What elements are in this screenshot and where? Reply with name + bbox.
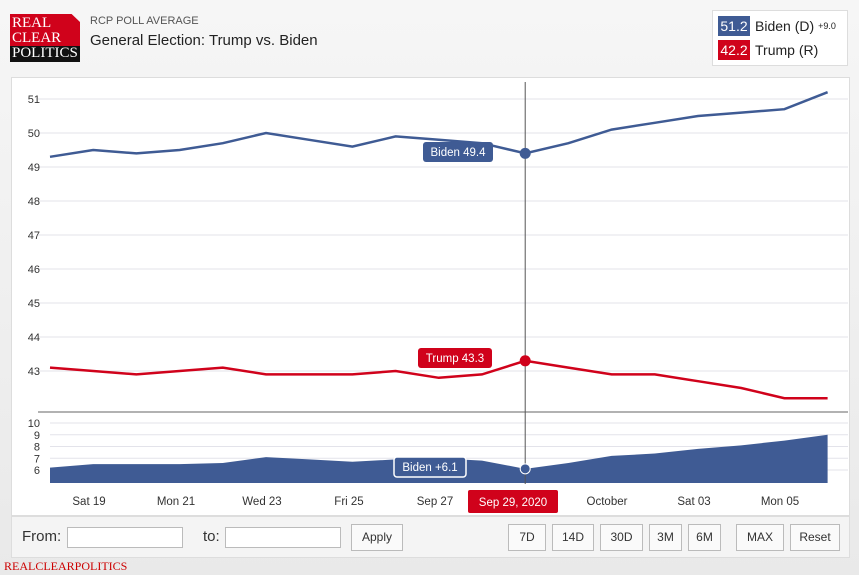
spread-tick-label: 6 (34, 465, 40, 477)
chart-title: General Election: Trump vs. Biden (90, 32, 318, 49)
hover-date: Sep 29, 2020 (479, 497, 547, 509)
range-button-14d[interactable]: 14D (552, 524, 594, 551)
y-tick-label: 45 (28, 298, 40, 310)
to-input[interactable] (225, 527, 341, 548)
trump-line (49, 359, 828, 400)
y-tick-label: 51 (28, 94, 40, 106)
spread-tick-label: 7 (34, 453, 40, 465)
x-tick-label: October (587, 496, 628, 508)
from-label: From: (22, 528, 62, 545)
x-tick-label: Sat 03 (677, 496, 710, 508)
y-tick-label: 47 (28, 230, 40, 242)
y-tick-label: 48 (28, 196, 40, 208)
spread-tick-label: 10 (28, 418, 40, 430)
spread-tooltip: Biden +6.1 (402, 462, 457, 474)
range-button-6m[interactable]: 6M (688, 524, 721, 551)
spread-tick-label: 9 (34, 430, 40, 442)
range-button-max[interactable]: MAX (736, 524, 784, 551)
range-button-reset[interactable]: Reset (790, 524, 840, 551)
rcp-logo: REAL CLEAR POLITICS (10, 14, 80, 62)
to-label: to: (203, 528, 220, 545)
range-button-7d[interactable]: 7D (508, 524, 546, 551)
controls-bar: From: to: Apply 7D 14D 30D 3M 6M MAX Reset (11, 516, 850, 558)
y-tick-label: 44 (28, 332, 40, 344)
x-tick-label: Mon 05 (761, 496, 799, 508)
y-tick-label: 43 (28, 366, 40, 378)
biden-label: Biden (D) (755, 18, 815, 34)
biden-tooltip: Biden 49.4 (431, 147, 487, 159)
legend-biden: 51.2 Biden (D) +9.0 (718, 16, 836, 36)
footer-logo: REALCLEARPOLITICS (4, 559, 128, 573)
trump-tooltip-box (418, 348, 492, 368)
biden-tooltip-box (423, 142, 493, 162)
x-tick-label: Sat 19 (72, 496, 105, 508)
legend-trump: 42.2 Trump (R) (718, 40, 818, 60)
trump-hover-point (519, 355, 531, 367)
range-button-3m[interactable]: 3M (649, 524, 682, 551)
biden-value: 51.2 (718, 16, 750, 36)
x-tick-label: Sep 27 (417, 496, 453, 508)
range-button-30d[interactable]: 30D (600, 524, 643, 551)
y-tick-label: 46 (28, 264, 40, 276)
from-input[interactable] (67, 527, 183, 548)
x-tick-label: Wed 23 (242, 496, 281, 508)
trump-tooltip: Trump 43.3 (426, 353, 484, 365)
hover-date-box (468, 490, 558, 513)
apply-button[interactable]: Apply (351, 524, 403, 551)
trump-label: Trump (R) (755, 42, 819, 58)
x-tick-label: Mon 21 (157, 496, 195, 508)
biden-hover-point (519, 147, 531, 159)
spread-hover-point (519, 463, 531, 475)
biden-spread: +9.0 (818, 21, 836, 31)
x-tick-label: Fri 25 (334, 496, 363, 508)
legend: 51.2 Biden (D) +9.0 42.2 Trump (R) (712, 10, 848, 66)
spread-tick-label: 8 (34, 442, 40, 454)
y-tick-label: 50 (28, 128, 40, 140)
biden-line (49, 91, 829, 159)
y-tick-label: 49 (28, 162, 40, 174)
spread-tooltip-box (393, 456, 467, 478)
trump-value: 42.2 (718, 40, 750, 60)
chart-subtitle: RCP POLL AVERAGE (90, 15, 199, 27)
